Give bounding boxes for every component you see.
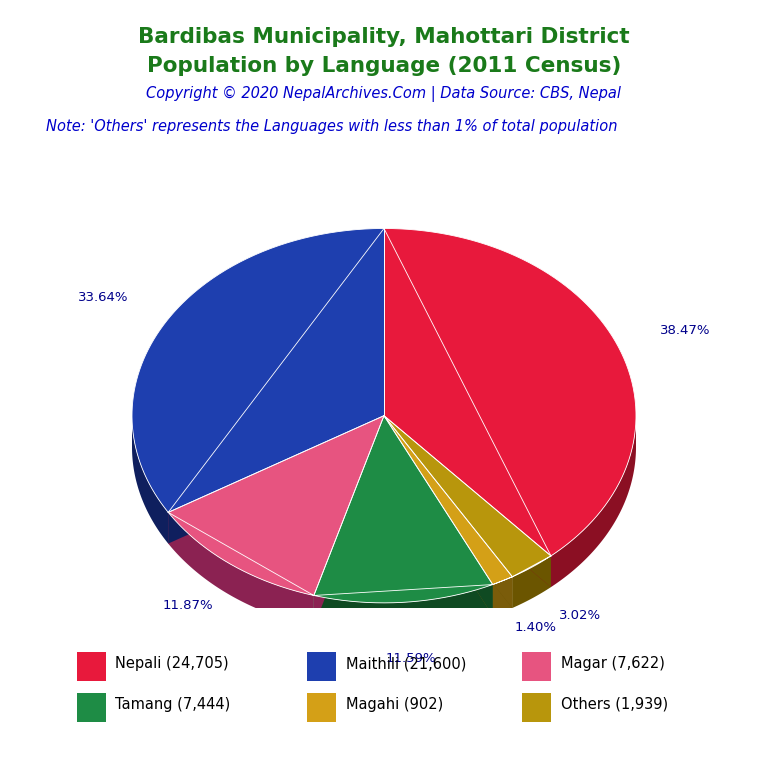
Polygon shape (132, 229, 384, 512)
Polygon shape (384, 415, 512, 584)
Polygon shape (384, 229, 636, 556)
Text: 11.59%: 11.59% (386, 652, 436, 665)
Text: 1.40%: 1.40% (515, 621, 557, 634)
Polygon shape (384, 415, 512, 608)
Polygon shape (384, 415, 551, 577)
Text: 3.02%: 3.02% (559, 609, 601, 622)
Text: Magahi (902): Magahi (902) (346, 697, 443, 712)
Polygon shape (384, 415, 551, 587)
Polygon shape (384, 415, 493, 616)
Text: Nepali (24,705): Nepali (24,705) (115, 656, 229, 671)
Text: Copyright © 2020 NepalArchives.Com | Data Source: CBS, Nepal: Copyright © 2020 NepalArchives.Com | Dat… (147, 86, 621, 102)
Polygon shape (493, 577, 512, 616)
Polygon shape (551, 417, 636, 587)
Text: Bardibas Municipality, Mahottari District: Bardibas Municipality, Mahottari Distric… (138, 27, 630, 47)
Text: Note: 'Others' represents the Languages with less than 1% of total population: Note: 'Others' represents the Languages … (46, 119, 617, 134)
Polygon shape (384, 415, 493, 616)
Polygon shape (168, 415, 384, 544)
Polygon shape (314, 415, 384, 627)
Text: 38.47%: 38.47% (660, 324, 711, 337)
Polygon shape (512, 556, 551, 608)
Polygon shape (384, 415, 551, 587)
Polygon shape (314, 415, 384, 627)
Polygon shape (314, 415, 493, 603)
Text: Magar (7,622): Magar (7,622) (561, 656, 664, 671)
Text: 11.87%: 11.87% (162, 599, 213, 612)
Polygon shape (168, 415, 384, 544)
Text: 33.64%: 33.64% (78, 291, 128, 304)
Polygon shape (168, 512, 314, 627)
Polygon shape (168, 415, 384, 595)
Text: Tamang (7,444): Tamang (7,444) (115, 697, 230, 712)
Polygon shape (384, 415, 512, 608)
Text: Population by Language (2011 Census): Population by Language (2011 Census) (147, 56, 621, 76)
Text: Others (1,939): Others (1,939) (561, 697, 667, 712)
Text: Maithili (21,600): Maithili (21,600) (346, 656, 466, 671)
Polygon shape (314, 584, 493, 634)
Polygon shape (132, 417, 168, 544)
